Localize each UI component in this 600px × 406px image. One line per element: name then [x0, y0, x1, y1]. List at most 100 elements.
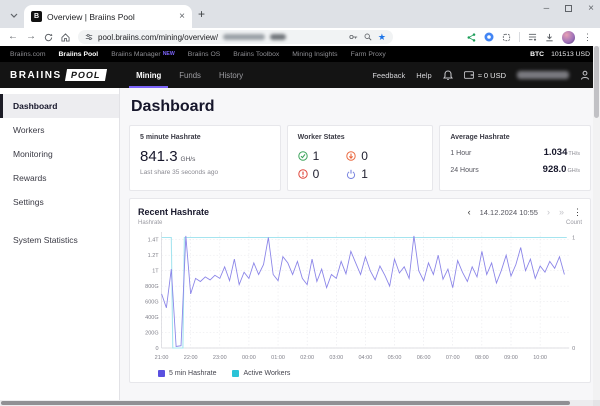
app-tabs: Mining Funds History	[127, 62, 252, 88]
close-icon[interactable]: ×	[588, 3, 594, 14]
nav-braiins-pool[interactable]: Braiins Pool	[58, 50, 99, 58]
hashrate-card-label: 5 minute Hashrate	[140, 134, 201, 141]
workers-off-cell: 1	[346, 167, 395, 181]
password-key-icon[interactable]	[349, 33, 358, 41]
back-icon[interactable]: ←	[8, 31, 18, 42]
alert-circle-icon	[297, 169, 308, 179]
chart-latest-icon[interactable]: »	[558, 206, 564, 217]
svg-text:1.4T: 1.4T	[148, 238, 160, 244]
tab-mining[interactable]: Mining	[127, 62, 170, 88]
profile-avatar[interactable]	[562, 30, 575, 44]
lens-icon[interactable]	[484, 32, 494, 42]
browser-menu-icon[interactable]: ⋮	[583, 31, 592, 42]
site-settings-icon[interactable]	[85, 33, 93, 41]
svg-text:01:00: 01:00	[271, 355, 285, 361]
chart-legend: 5 min Hashrate Active Workers	[158, 370, 582, 377]
horizontal-scrollbar-thumb[interactable]	[1, 401, 571, 405]
svg-text:06:00: 06:00	[417, 355, 431, 361]
sidebar-item-rewards[interactable]: Rewards	[13, 173, 47, 183]
account-id-redacted[interactable]	[517, 71, 569, 79]
svg-text:23:00: 23:00	[213, 355, 227, 361]
maximize-icon[interactable]	[565, 5, 573, 12]
browser-tab[interactable]: B Overview | Braiins Pool ×	[24, 5, 192, 28]
download-icon[interactable]	[545, 33, 554, 42]
logo-text-braiins: BRAIINS	[10, 69, 62, 81]
hashrate-chart[interactable]: 0 200G 400G 600G 800G 1T 1.2T 1.4T 21:00 22:00 23:…	[138, 227, 582, 363]
new-badge: NEW	[162, 50, 175, 57]
reload-icon[interactable]	[44, 33, 53, 42]
chart-prev-icon[interactable]: ‹	[467, 206, 471, 217]
workers-low-cell: 0	[346, 149, 395, 163]
vertical-scrollbar[interactable]	[593, 46, 600, 400]
zoom-icon[interactable]	[364, 33, 372, 41]
bell-icon[interactable]	[442, 69, 453, 81]
svg-text:10:00: 10:00	[533, 355, 547, 361]
right-axis-caption: Count	[565, 220, 582, 226]
arrow-down-circle-icon	[346, 151, 356, 161]
reading-list-icon[interactable]	[528, 33, 537, 41]
worker-states-card: Worker States 1 0 0	[286, 125, 434, 191]
svg-text:22:00: 22:00	[184, 355, 198, 361]
forward-icon[interactable]: →	[26, 31, 36, 42]
nav-braiins-manager[interactable]: Braiins Manager NEW	[111, 50, 175, 58]
vertical-scrollbar-thumb[interactable]	[594, 46, 599, 118]
average-1h-value: 1.034TH/s	[543, 147, 580, 158]
svg-text:600G: 600G	[145, 300, 158, 306]
recent-hashrate-card: Recent Hashrate ‹ 14.12.2024 10:55 › » ⋮…	[129, 198, 591, 383]
chart-menu-icon[interactable]: ⋮	[573, 206, 582, 217]
help-link[interactable]: Help	[416, 70, 432, 80]
hashrate-line	[161, 235, 565, 348]
braiins-pool-logo[interactable]: BRAIINS POOL	[10, 62, 107, 88]
nav-farm-proxy[interactable]: Farm Proxy	[350, 50, 386, 58]
tab-close-icon[interactable]: ×	[179, 11, 185, 22]
workers-ok-count: 1	[312, 149, 320, 163]
sidebar-item-settings[interactable]: Settings	[13, 197, 44, 207]
nav-braiins-os[interactable]: Braiins OS	[187, 50, 221, 58]
home-icon[interactable]	[61, 32, 70, 42]
user-icon[interactable]	[580, 70, 590, 80]
sidebar-item-monitoring[interactable]: Monitoring	[13, 149, 53, 159]
tab-search-button[interactable]	[7, 8, 21, 22]
sidebar-item-system-statistics[interactable]: System Statistics	[13, 235, 78, 245]
active-workers-line	[161, 236, 567, 349]
tab-history[interactable]: History	[218, 70, 244, 80]
chart-date[interactable]: 14.12.2024 10:55	[479, 207, 538, 217]
url-redacted-segment-2	[270, 34, 287, 40]
app-navbar: BRAIINS POOL Mining Funds History Feedba…	[0, 62, 600, 88]
minimize-icon[interactable]: –	[543, 3, 550, 14]
svg-text:02:00: 02:00	[300, 355, 314, 361]
horizontal-scrollbar[interactable]	[0, 400, 593, 406]
svg-text:800G: 800G	[145, 284, 158, 290]
feedback-link[interactable]: Feedback	[372, 70, 406, 80]
workers-low-count: 0	[361, 149, 368, 163]
share-icon[interactable]	[467, 32, 476, 42]
legend-item-5-min-hashrate[interactable]: 5 min Hashrate	[158, 370, 216, 377]
new-tab-button[interactable]: +	[198, 7, 206, 21]
nav-mining-insights[interactable]: Mining Insights	[292, 50, 338, 58]
logo-text-pool: POOL	[64, 69, 107, 81]
url-bar[interactable]: pool.braiins.com/mining/overview/ ★	[78, 30, 393, 44]
btc-ticker-price: 101513 USD	[551, 50, 590, 58]
svg-text:04:00: 04:00	[359, 355, 373, 361]
nav-braiins-toolbox[interactable]: Braiins Toolbox	[233, 50, 280, 58]
svg-text:21:00: 21:00	[155, 355, 169, 361]
wallet-balance[interactable]: ≈ 0 USD	[463, 71, 506, 80]
left-axis-caption: Hashrate	[138, 220, 163, 226]
legend-item-active-workers[interactable]: Active Workers	[232, 370, 290, 377]
sidebar-item-dashboard[interactable]: Dashboard	[0, 94, 119, 118]
bookmark-star-icon[interactable]: ★	[377, 31, 386, 42]
extensions-icon[interactable]	[502, 33, 511, 42]
svg-text:1: 1	[572, 235, 575, 241]
sidebar: Dashboard Workers Monitoring Rewards Set…	[0, 88, 120, 400]
svg-text:05:00: 05:00	[388, 355, 402, 361]
chart-next-icon[interactable]: ›	[546, 206, 550, 217]
sidebar-item-workers[interactable]: Workers	[13, 125, 45, 135]
svg-text:07:00: 07:00	[446, 355, 460, 361]
last-share-text: Last share 35 seconds ago	[140, 169, 219, 176]
svg-text:400G: 400G	[145, 315, 158, 321]
nav-braiins-com[interactable]: Braiins.com	[10, 50, 46, 58]
tab-funds[interactable]: Funds	[179, 70, 201, 80]
wallet-icon	[463, 71, 474, 79]
hashrate-value: 841.3	[140, 148, 178, 165]
